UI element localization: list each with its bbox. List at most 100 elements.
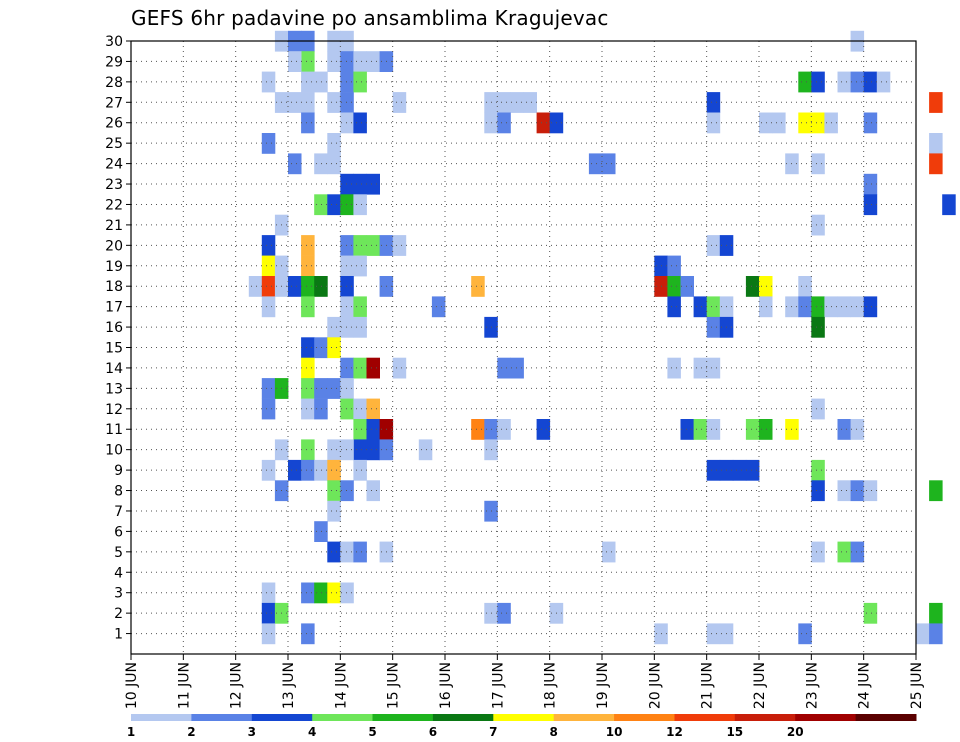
legend-label: 10 — [606, 725, 623, 739]
x-tick-label: 14 JUN — [333, 662, 349, 709]
x-tick-label: 24 JUN — [857, 662, 873, 709]
heatmap-cell — [327, 541, 341, 563]
legend-label: 20 — [787, 725, 804, 739]
heatmap-cell — [340, 357, 354, 379]
heatmap-cell — [301, 92, 315, 113]
heatmap-cell — [745, 459, 760, 481]
heatmap-cell — [929, 602, 943, 624]
heatmap-cell — [301, 623, 315, 645]
legend-label: 15 — [726, 725, 743, 739]
heatmap-cell — [759, 112, 773, 134]
heatmap-cell — [261, 378, 276, 399]
heatmap-cell — [418, 439, 433, 461]
x-tick-label: 12 JUN — [229, 662, 245, 709]
x-axis: 10 JUN 11 JUN 12 JUN 13 JUN 14 JUN 15 JUN 16 J… — [124, 654, 925, 709]
heatmap-cell — [706, 235, 721, 256]
chart-title: GEFS 6hr padavine po ansamblima Kragujev… — [131, 6, 609, 30]
y-tick-label: 5 — [114, 545, 123, 561]
y-tick-label: 13 — [105, 381, 123, 397]
heatmap-cell — [301, 112, 315, 134]
heatmap-cell — [327, 133, 341, 154]
heatmap-cell — [366, 398, 380, 420]
heatmap-cell — [745, 276, 760, 297]
heatmap-cell — [261, 398, 276, 420]
heatmap-cell — [366, 480, 380, 502]
heatmap-cell — [340, 316, 354, 338]
legend-swatch — [734, 714, 796, 721]
heatmap-cell — [929, 133, 943, 154]
heatmap-cell — [353, 112, 367, 134]
heatmap-cell — [353, 419, 367, 440]
heatmap-cell — [706, 419, 721, 440]
heatmap-cell — [706, 112, 721, 134]
heatmap-cell — [261, 582, 276, 604]
heatmap-cell — [811, 71, 825, 93]
x-tick-label: 18 JUN — [543, 662, 559, 709]
legend-label: 1 — [127, 725, 135, 739]
heatmap-cell — [301, 459, 315, 481]
heatmap-cell — [288, 153, 302, 175]
heatmap-cell — [340, 71, 354, 93]
y-tick-label: 12 — [105, 402, 123, 418]
legend-swatch — [795, 714, 857, 721]
heatmap-cell — [340, 112, 354, 134]
heatmap-cell — [261, 71, 276, 93]
heatmap-cell — [850, 296, 865, 318]
y-tick-label: 20 — [105, 238, 123, 254]
legend-swatch — [614, 714, 675, 721]
x-tick-label: 19 JUN — [595, 662, 611, 709]
heatmap-cell — [340, 194, 354, 216]
heatmap-cell — [863, 602, 878, 624]
heatmap-cell — [811, 459, 825, 481]
heatmap-cell — [327, 378, 341, 399]
heatmap-cell — [314, 194, 328, 216]
heatmap-cell — [837, 419, 851, 440]
heatmap-cell — [706, 316, 721, 338]
heatmap-cell — [327, 480, 341, 502]
y-tick-label: 3 — [114, 586, 123, 602]
heatmap-cell — [353, 439, 367, 461]
heatmap-cell — [798, 296, 812, 318]
heatmap-cell — [301, 582, 315, 604]
y-tick-label: 23 — [105, 177, 123, 193]
y-tick-label: 6 — [114, 524, 123, 540]
heatmap-cell — [261, 623, 276, 645]
heatmap-cell — [261, 255, 276, 277]
heatmap-cell — [301, 337, 315, 359]
heatmap-cell — [327, 194, 341, 216]
y-tick-label: 2 — [114, 606, 123, 622]
heatmap-cell — [471, 419, 485, 440]
plot-frame — [130, 40, 917, 655]
heatmap-cell — [523, 92, 537, 113]
heatmap-cell — [353, 398, 367, 420]
heatmap-cell — [314, 378, 328, 399]
heatmap-cell — [667, 255, 681, 277]
heatmap-cell — [301, 235, 315, 256]
heatmap-cell — [706, 92, 721, 113]
heatmap-cell — [340, 173, 354, 195]
heatmap-cell — [340, 276, 354, 297]
heatmap-cell — [314, 71, 328, 93]
heatmap-cell — [366, 419, 380, 440]
heatmap-cell — [340, 92, 354, 113]
heatmap-cell — [693, 296, 708, 318]
y-tick-label: 29 — [105, 54, 123, 70]
heatmap-cell — [863, 112, 878, 134]
heatmap-cell — [745, 419, 760, 440]
heatmap-cell — [353, 194, 367, 216]
heatmap-cell — [353, 459, 367, 481]
heatmap-cell — [811, 112, 825, 134]
y-tick-label: 26 — [105, 116, 123, 132]
heatmap-cell — [680, 419, 694, 440]
heatmap-cell — [837, 71, 851, 93]
heatmap-cell — [288, 459, 302, 481]
heatmap-cell — [301, 255, 315, 277]
heatmap-cell — [667, 357, 681, 379]
heatmap-cell — [327, 459, 341, 481]
heatmap-cell — [837, 541, 851, 563]
heatmap-cell — [850, 480, 865, 502]
heatmap-cell — [301, 276, 315, 297]
y-tick-label: 18 — [105, 279, 123, 295]
x-tick-label: 17 JUN — [490, 662, 506, 709]
